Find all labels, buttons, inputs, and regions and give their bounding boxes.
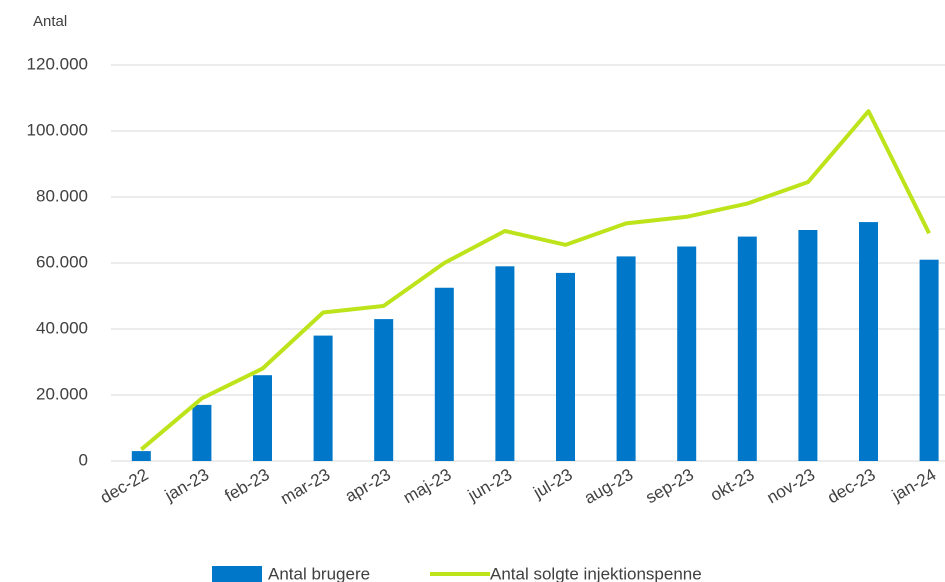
x-tick-label: jun-23 (464, 465, 515, 506)
bar (919, 259, 939, 461)
legend-swatch (212, 566, 262, 582)
x-tick-label: jul-23 (529, 465, 575, 503)
y-axis-label: Antal (33, 13, 67, 30)
bar (556, 272, 575, 461)
x-tick-label: feb-23 (221, 465, 272, 506)
x-tick-label: dec-23 (824, 465, 879, 507)
bar (434, 287, 454, 461)
bar (677, 246, 697, 461)
x-tick-label: okt-23 (707, 465, 757, 505)
bar (253, 375, 272, 461)
line (140, 109, 931, 451)
y-tick-label: 20.000 (36, 384, 88, 403)
y-tick-label: 0 (79, 450, 88, 469)
bar (616, 256, 636, 461)
y-tick-label: 120.000 (27, 54, 88, 73)
bar (313, 335, 333, 461)
x-tick-label: jan-23 (161, 465, 212, 506)
legend-label: Antal solgte injektionspenne (490, 564, 702, 582)
bar (374, 319, 394, 461)
y-tick-label: 40.000 (36, 318, 88, 337)
x-tick-label: mar-23 (277, 465, 333, 508)
y-tick-label: 60.000 (36, 252, 88, 271)
x-tick-label: maj-23 (400, 465, 455, 507)
y-tick-label: 80.000 (36, 186, 88, 205)
bar (131, 451, 151, 461)
bar (859, 222, 878, 461)
bar (495, 266, 515, 461)
y-tick-label: 100.000 (27, 120, 88, 139)
x-tick-label: jan-24 (888, 465, 939, 506)
x-tick-label: sep-23 (642, 465, 697, 507)
legend-label: Antal brugere (268, 564, 370, 582)
bar (798, 230, 818, 461)
x-tick-label: aug-23 (581, 465, 636, 508)
x-tick-label: apr-23 (342, 465, 394, 506)
bar (737, 236, 757, 461)
x-tick-label: dec-22 (97, 465, 152, 507)
bar (192, 404, 212, 461)
x-tick-label: nov-23 (764, 465, 819, 507)
